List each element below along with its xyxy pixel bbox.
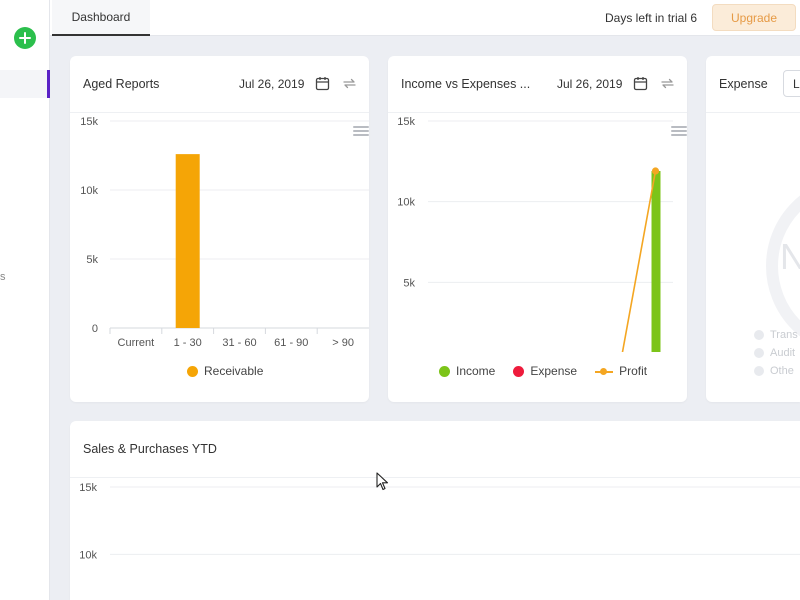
y-tick-label: 15k [79,482,97,494]
legend-label: Trans [770,329,798,341]
menu-icon[interactable] [671,126,687,138]
legend-receivable[interactable]: Receivable [187,364,263,378]
refresh-icon[interactable] [340,74,358,92]
legend-label: Income [456,364,496,378]
x-tick-label: 61 - 90 [274,337,308,349]
sales-purchases-card: Sales & Purchases YTD 10k 15k [70,421,800,600]
sidebar-edge-text: s [0,271,6,283]
sidebar: s [0,0,50,600]
trial-status: Days left in trial 6 [605,11,698,25]
tab-dashboard[interactable]: Dashboard [52,0,150,36]
chart-legend: Receivable [187,364,263,378]
expense-select[interactable]: L [783,70,800,97]
expense-donut [766,195,800,336]
x-tick-label: 31 - 60 [222,337,256,349]
x-tick-label: > 90 [332,337,354,349]
card-date: Jul 26, 2019 [557,77,623,91]
y-tick-label: 5k [86,254,98,266]
topbar: Dashboard Days left in trial 6 Upgrade [50,0,800,36]
expense-card: Expense L N Trans Audit Othe [706,56,800,402]
y-tick-label: 15k [80,116,98,128]
card-divider [706,112,800,113]
card-title: Income vs Expenses ... [401,77,531,91]
legend-swatch [754,330,764,340]
y-tick-label: 0 [92,323,98,335]
chart-legend: Income Expense Profit [439,364,647,378]
add-button[interactable] [14,27,36,49]
calendar-icon[interactable] [313,74,331,92]
card-title: Sales & Purchases YTD [83,442,217,456]
expense-legend-item[interactable]: Audit [754,347,798,359]
legend-swatch [754,348,764,358]
sales-purchases-chart: 10k 15k [79,482,800,561]
aged-reports-chart: 0 5k 10k 15k Current 1 - 30 31 - 60 61 - 90 > 90 [80,116,369,349]
expense-center-text: N [780,236,800,277]
card-title: Aged Reports [83,77,160,91]
x-tick-label: 1 - 30 [174,337,202,349]
y-tick-label: 15k [397,116,415,128]
legend-label: Profit [619,364,648,378]
sidebar-active-indicator [47,70,50,98]
expense-legend-item[interactable]: Trans [754,329,798,341]
card-title: Expense [719,77,768,91]
aged-reports-card: Aged Reports Jul 26, 2019 0 5k 10k 15k Curre… [70,56,369,402]
x-tick-label: Current [118,337,155,349]
expense-legend: Trans Audit Othe [754,329,798,383]
legend-line-swatch [595,366,614,377]
card-divider [70,112,369,113]
mouse-cursor-icon [376,472,389,491]
calendar-icon[interactable] [631,74,649,92]
sidebar-item-active[interactable] [0,70,50,98]
income-expenses-chart: 05k10k15kJan-19Feb-19Mar-19Apr-19May-19J… [397,116,673,352]
legend-label: Receivable [204,364,264,378]
income-expenses-card: Income vs Expenses ... Jul 26, 2019 05k1… [388,56,687,402]
menu-icon[interactable] [353,126,369,138]
legend-expense[interactable]: Expense [513,364,577,378]
y-tick-label: 10k [79,549,97,561]
card-divider [388,112,687,113]
legend-label: Othe [770,365,794,377]
legend-label: Expense [530,364,578,378]
card-date: Jul 26, 2019 [239,77,305,91]
legend-swatch [439,365,450,377]
legend-swatch [187,365,198,377]
bar [175,154,200,328]
legend-profit[interactable]: Profit [595,364,647,378]
y-tick-label: 10k [397,197,415,209]
y-tick-label: 10k [80,185,98,197]
y-tick-label: 5k [403,277,415,289]
bar [651,171,661,352]
legend-income[interactable]: Income [439,364,495,378]
profit-line [621,170,657,352]
upgrade-button[interactable]: Upgrade [712,4,796,31]
legend-swatch [754,366,764,376]
refresh-icon[interactable] [658,74,676,92]
legend-label: Audit [770,347,796,359]
expense-legend-item[interactable]: Othe [754,365,798,377]
plus-icon [19,32,31,44]
legend-swatch [513,365,525,377]
card-divider [70,477,800,478]
profit-point [651,167,660,175]
